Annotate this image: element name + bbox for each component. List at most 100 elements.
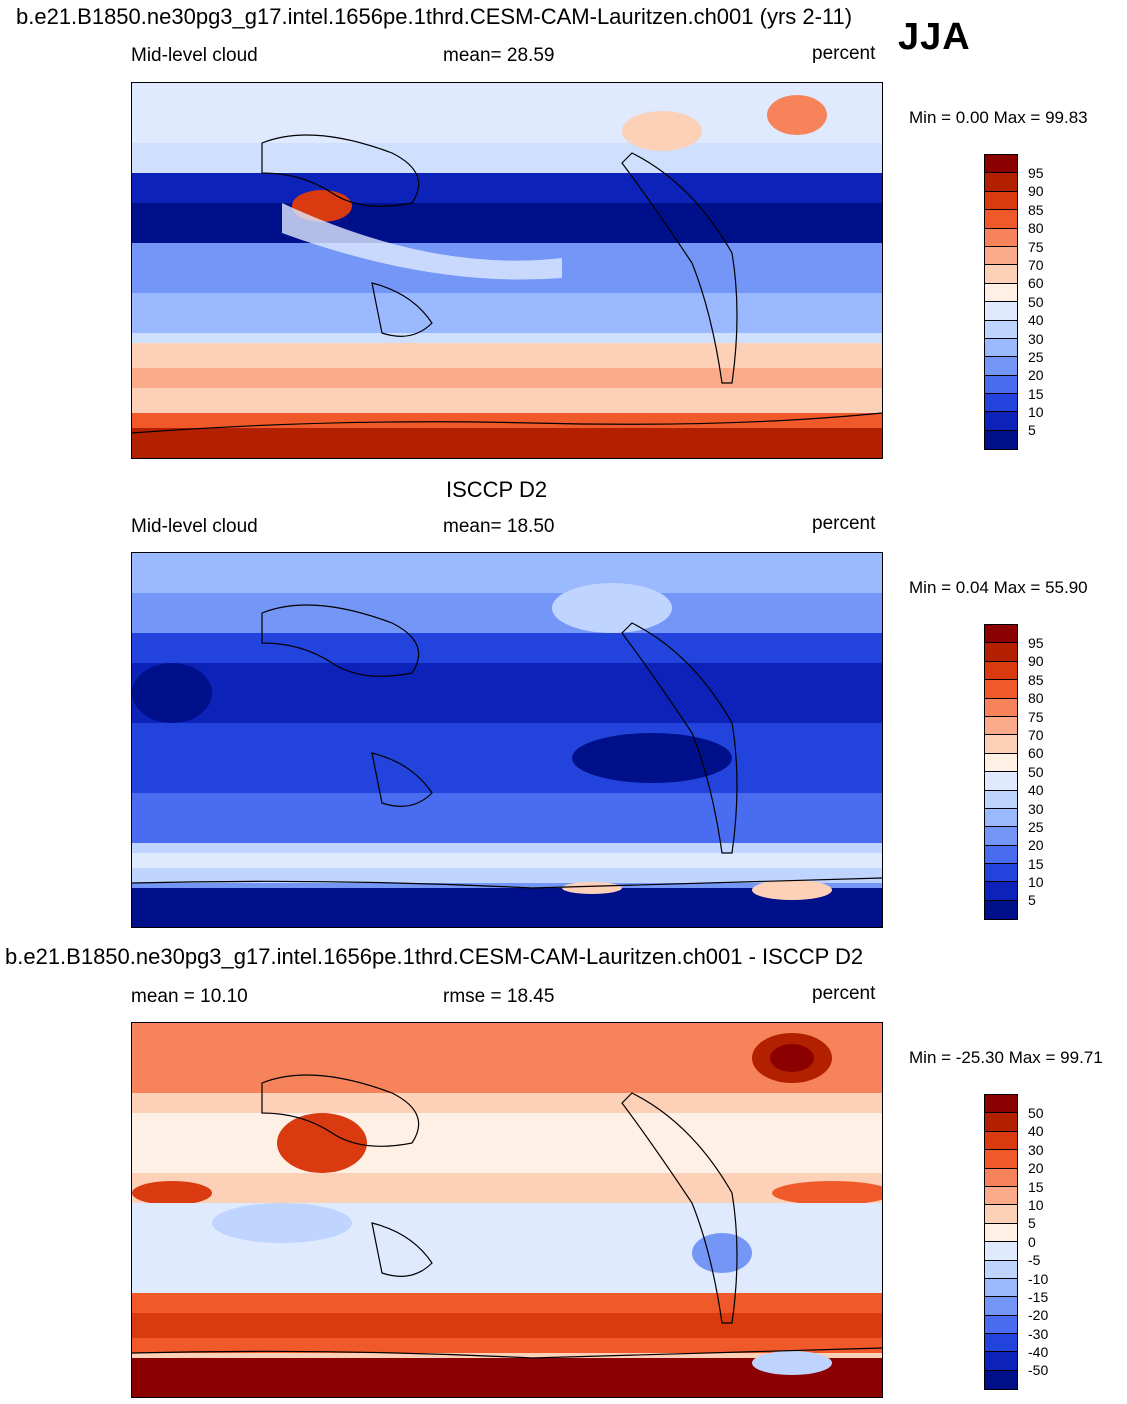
panel3-colorbar-swatch <box>985 1352 1017 1371</box>
panel2-colorbar-swatch <box>985 772 1017 791</box>
colorbar-label: -5 <box>1028 1252 1041 1269</box>
colorbar-label: 10 <box>1028 404 1044 421</box>
panel3-title: b.e21.B1850.ne30pg3_g17.intel.1656pe.1th… <box>5 944 864 969</box>
colorbar-label: -40 <box>1028 1344 1049 1361</box>
panel3-colorbar-swatch <box>985 1297 1017 1316</box>
season-label: JJA <box>898 16 971 58</box>
colorbar-label: 10 <box>1028 1196 1044 1213</box>
panel2-colorbar-swatch <box>985 643 1017 662</box>
panel1-colorbar-swatch <box>985 246 1017 266</box>
panel2-colorbar-swatch <box>985 735 1017 754</box>
colorbar-label: 85 <box>1028 671 1044 688</box>
colorbar-label: 50 <box>1028 293 1044 310</box>
panel3-colorbar-swatch <box>985 1150 1017 1169</box>
panel3-colorbar <box>984 1094 1018 1391</box>
colorbar-label: 30 <box>1028 330 1044 347</box>
colorbar-label: 80 <box>1028 690 1044 707</box>
panel1-colorbar-swatch <box>985 302 1017 321</box>
colorbar-label: 50 <box>1028 1105 1044 1121</box>
colorbar-label: 60 <box>1028 275 1044 292</box>
panel1-colorbar-swatch <box>985 265 1017 284</box>
panel1-colorbar-swatch <box>985 173 1017 192</box>
panel1-colorbar-swatch <box>985 357 1017 376</box>
colorbar-label: 75 <box>1028 708 1044 725</box>
panel1-colorbar <box>984 154 1018 451</box>
panel1-colorbar-swatch <box>985 375 1017 395</box>
panel1-colorbar-swatch <box>985 191 1017 211</box>
panel3-colorbar-swatch <box>985 1278 1017 1298</box>
panel3-colorbar-swatch <box>985 1315 1017 1335</box>
panel2-colorbar-swatch <box>985 716 1017 736</box>
colorbar-label: 15 <box>1028 855 1044 872</box>
panel2-colorbar-swatch <box>985 790 1017 809</box>
panel2-colorbar-swatch <box>985 882 1017 901</box>
colorbar-label: -50 <box>1028 1362 1049 1379</box>
panel3-rmse-label: rmse = 18.45 <box>443 986 555 1007</box>
colorbar-label: 80 <box>1028 220 1044 237</box>
colorbar-label: 0 <box>1028 1233 1036 1250</box>
panel2-colorbar <box>984 624 1018 921</box>
panel2-colorbar-swatch <box>985 680 1017 699</box>
colorbar-label: 30 <box>1028 1141 1044 1158</box>
panel1-map-field <box>132 83 882 458</box>
panel3-colorbar-swatch <box>985 1168 1017 1187</box>
panel1-colorbar-swatch <box>985 338 1017 358</box>
panel1-variable-label: Mid-level cloud <box>131 45 258 66</box>
colorbar-label: 10 <box>1028 874 1044 891</box>
panel3-map <box>131 1022 883 1398</box>
panel1-map <box>131 82 883 459</box>
colorbar-label: 20 <box>1028 1160 1044 1177</box>
colorbar-label: -20 <box>1028 1307 1049 1324</box>
panel2-colorbar-swatch <box>985 845 1017 865</box>
panel2-colorbar-swatch <box>985 661 1017 681</box>
panel3-colorbar-swatch <box>985 1131 1017 1151</box>
panel2-colorbar-swatch <box>985 625 1017 644</box>
colorbar-label: 85 <box>1028 201 1044 218</box>
panel1-colorbar-swatch <box>985 394 1017 413</box>
panel3-minmax-label: Min = -25.30 Max = 99.71 <box>909 1048 1103 1067</box>
panel2-colorbar-labels: 95 90 85 80 75 70 60 50 40 30 25 20 15 1… <box>1028 634 1044 910</box>
panel3-colorbar-swatch <box>985 1370 1017 1390</box>
panel3-colorbar-swatch <box>985 1095 1017 1114</box>
colorbar-label: 70 <box>1028 256 1044 273</box>
panel3-map-field <box>132 1023 882 1397</box>
colorbar-label: 25 <box>1028 348 1044 365</box>
panel1-colorbar-swatch <box>985 283 1017 303</box>
panel2-colorbar-swatch <box>985 827 1017 846</box>
panel3-colorbar-swatch <box>985 1334 1017 1353</box>
panel3-colorbar-swatch <box>985 1223 1017 1243</box>
panel1-colorbar-swatch <box>985 320 1017 339</box>
colorbar-label: 95 <box>1028 165 1044 181</box>
panel3-colorbar-swatch <box>985 1186 1017 1206</box>
colorbar-label: 75 <box>1028 238 1044 255</box>
colorbar-label: 60 <box>1028 745 1044 762</box>
colorbar-label: 70 <box>1028 726 1044 743</box>
panel2-colorbar-swatch <box>985 753 1017 773</box>
panel2-map <box>131 552 883 928</box>
panel2-variable-label: Mid-level cloud <box>131 516 258 537</box>
panel2-colorbar-swatch <box>985 698 1017 717</box>
colorbar-label: 20 <box>1028 837 1044 854</box>
colorbar-label: -15 <box>1028 1288 1049 1305</box>
panel2-units-label: percent <box>812 513 876 534</box>
panel3-colorbar-labels: 50 40 30 20 15 10 5 0 -5 -10 -15 -20 -30… <box>1028 1104 1048 1380</box>
colorbar-label: 90 <box>1028 653 1044 670</box>
colorbar-label: 25 <box>1028 818 1044 835</box>
colorbar-label: 95 <box>1028 635 1044 651</box>
panel2-colorbar-swatch <box>985 864 1017 883</box>
colorbar-label: -10 <box>1028 1270 1049 1287</box>
panel1-colorbar-swatch <box>985 210 1017 229</box>
panel1-colorbar-swatch <box>985 412 1017 431</box>
panel2-colorbar-swatch <box>985 900 1017 920</box>
colorbar-label: 90 <box>1028 183 1044 200</box>
colorbar-label: 50 <box>1028 763 1044 780</box>
colorbar-label: 40 <box>1028 312 1044 329</box>
colorbar-label: 40 <box>1028 1123 1044 1140</box>
panel3-colorbar-swatch <box>985 1113 1017 1132</box>
panel1-colorbar-swatch <box>985 430 1017 450</box>
colorbar-label: 15 <box>1028 1178 1044 1195</box>
colorbar-label: 5 <box>1028 1215 1036 1232</box>
colorbar-label: 40 <box>1028 782 1044 799</box>
panel1-colorbar-swatch <box>985 155 1017 174</box>
panel3-colorbar-swatch <box>985 1205 1017 1224</box>
